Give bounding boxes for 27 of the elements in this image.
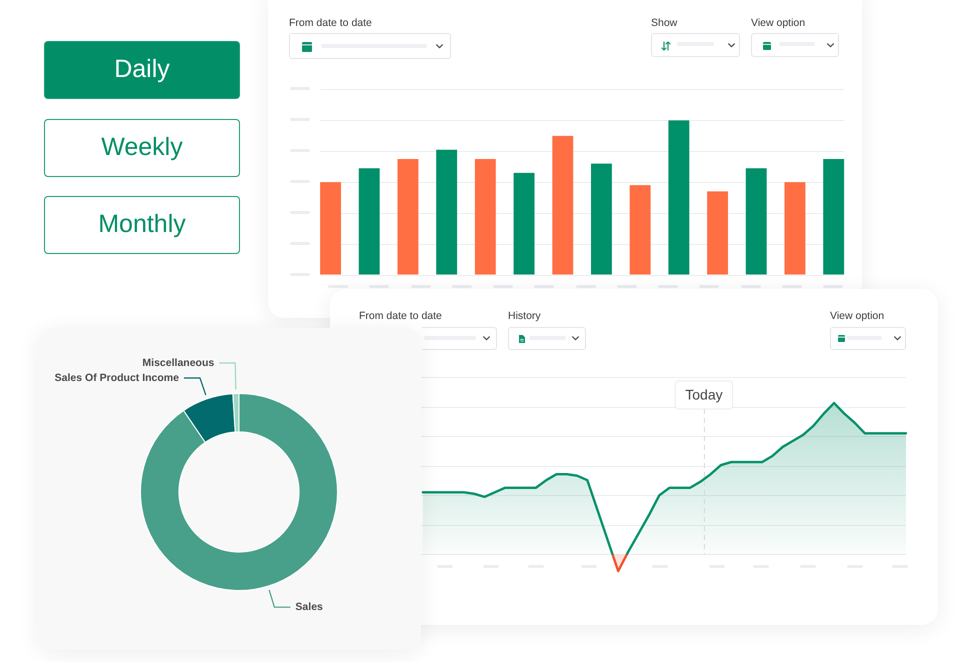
text: Show [651, 17, 678, 29]
bar [707, 191, 728, 275]
bar [668, 120, 690, 275]
text: View option [830, 310, 884, 322]
bar [552, 136, 574, 275]
text: From date to date [289, 17, 372, 29]
bar [746, 168, 767, 275]
bar [630, 185, 651, 275]
text: Today [685, 386, 723, 402]
bar [474, 158, 496, 275]
button: Weekly [44, 118, 240, 176]
text: From date to date [359, 310, 442, 322]
bar [320, 182, 341, 275]
bar [591, 164, 612, 275]
slice-label: Sales Of Product Income [54, 372, 180, 384]
bar [436, 150, 458, 275]
button: Monthly [44, 196, 240, 254]
text: View option [751, 17, 806, 29]
slice-label: Sales [295, 601, 324, 614]
bar [784, 182, 806, 275]
bar [823, 158, 844, 275]
slice-label: Miscellaneous [142, 356, 214, 369]
text: History [508, 310, 541, 322]
bar [398, 158, 418, 275]
button: Daily [44, 41, 240, 99]
bar [358, 168, 380, 275]
bar [514, 172, 534, 275]
